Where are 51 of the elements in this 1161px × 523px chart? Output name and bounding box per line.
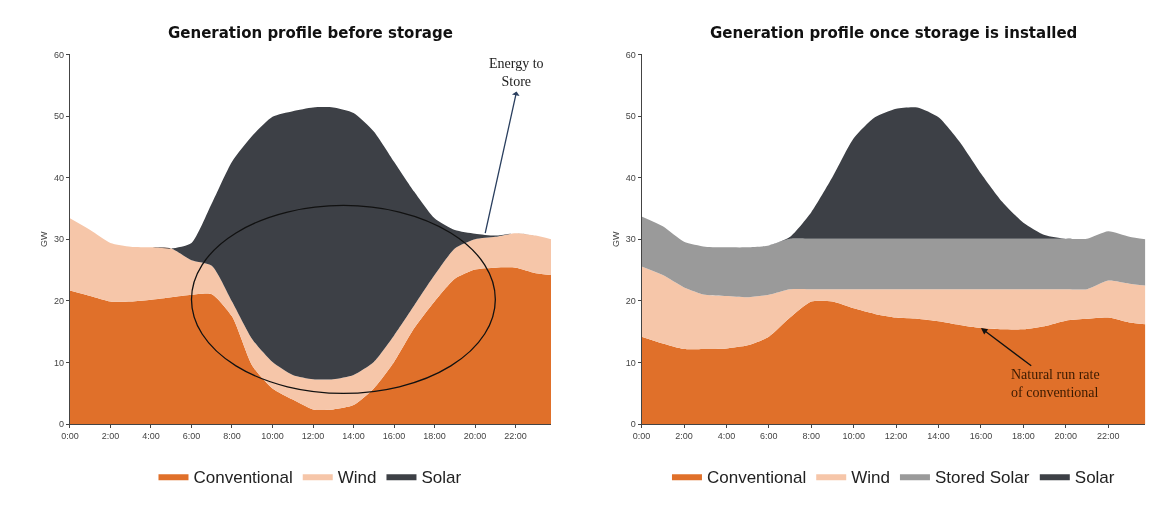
x-tick-label: 0:00 bbox=[61, 430, 79, 441]
x-tick-label: 20:00 bbox=[463, 430, 487, 441]
y-axis-title: GW bbox=[611, 231, 622, 248]
x-tick-label: 2:00 bbox=[675, 430, 693, 441]
x-tick-label: 16:00 bbox=[382, 430, 406, 441]
y-tick-label: 40 bbox=[54, 172, 65, 183]
y-tick-label: 60 bbox=[625, 49, 636, 60]
x-tick-label: 22:00 bbox=[504, 430, 527, 441]
x-tick-label: 8:00 bbox=[802, 430, 821, 441]
x-tick-label: 10:00 bbox=[261, 430, 284, 441]
legend-label: Conventional bbox=[706, 467, 807, 487]
y-tick-label: 40 bbox=[625, 172, 636, 183]
y-tick-label: 20 bbox=[54, 296, 65, 307]
x-tick-label: 16:00 bbox=[969, 430, 993, 441]
y-tick-label: 50 bbox=[54, 111, 65, 122]
y-tick-label: 0 bbox=[59, 419, 65, 430]
x-tick-label: 14:00 bbox=[927, 430, 950, 441]
x-tick-label: 2:00 bbox=[101, 430, 120, 441]
annotation: Energy to Store bbox=[489, 56, 544, 90]
chart-title: Generation profile once storage is installed bbox=[710, 24, 1078, 42]
x-tick-label: 6:00 bbox=[182, 430, 201, 441]
y-tick-label: 10 bbox=[54, 357, 65, 368]
x-tick-label: 8:00 bbox=[223, 430, 241, 441]
y-tick-label: 10 bbox=[625, 357, 636, 368]
x-tick-label: 12:00 bbox=[301, 430, 325, 441]
y-tick-label: 30 bbox=[54, 234, 65, 245]
y-tick-label: 50 bbox=[625, 111, 636, 122]
legend-label: Conventional bbox=[193, 467, 293, 487]
y-tick-label: 20 bbox=[625, 296, 636, 307]
legend-label: Wind bbox=[851, 467, 890, 487]
legend-label: Wind bbox=[337, 467, 377, 487]
x-tick-label: 20:00 bbox=[1054, 430, 1078, 441]
x-tick-label: 18:00 bbox=[423, 430, 446, 441]
x-tick-label: 4:00 bbox=[717, 430, 736, 441]
y-tick-label: 60 bbox=[54, 49, 65, 60]
y-tick-label: 30 bbox=[625, 234, 636, 245]
legend-label: Solar bbox=[421, 467, 462, 487]
x-tick-label: 14:00 bbox=[342, 430, 365, 441]
chart-title: Generation profile before storage bbox=[168, 24, 453, 42]
annotation: Natural run rate of conventional bbox=[1011, 367, 1100, 401]
x-tick-label: 6:00 bbox=[760, 430, 778, 441]
x-tick-label: 12:00 bbox=[884, 430, 908, 441]
legend-label: Stored Solar bbox=[934, 467, 1030, 487]
x-tick-label: 22:00 bbox=[1096, 430, 1120, 441]
x-tick-label: 4:00 bbox=[142, 430, 160, 441]
x-tick-label: 10:00 bbox=[842, 430, 865, 441]
legend-label: Solar bbox=[1074, 467, 1115, 487]
y-axis-title: GW bbox=[39, 231, 50, 248]
y-tick-label: 0 bbox=[630, 419, 636, 430]
x-tick-label: 0:00 bbox=[632, 430, 651, 441]
x-tick-label: 18:00 bbox=[1012, 430, 1035, 441]
